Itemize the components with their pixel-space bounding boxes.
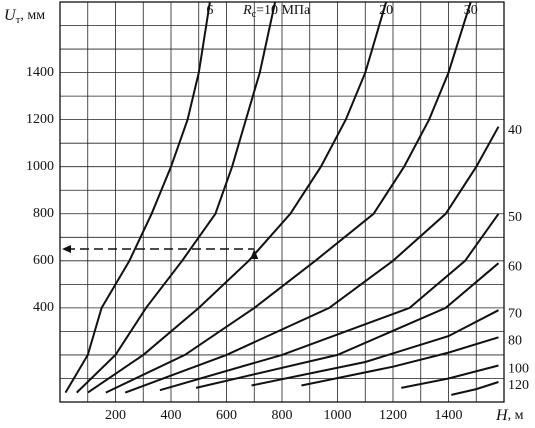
series-label-subscript: с	[252, 9, 257, 20]
x-tick-label: 600	[216, 408, 237, 423]
y-label-symbol: U	[4, 7, 17, 24]
curve	[251, 309, 499, 387]
y-label-subscript: т	[16, 14, 21, 26]
y-tick-label: 800	[33, 206, 54, 221]
curve	[401, 364, 499, 389]
series-name: 20	[379, 3, 393, 18]
y-tick-label: 1200	[26, 112, 54, 127]
y-tick-label: 1400	[26, 65, 54, 80]
x-tick-label: 1400	[435, 408, 463, 423]
series-label: 30	[464, 3, 478, 18]
x-label-symbol: H	[495, 407, 509, 424]
series-label: 120	[508, 378, 529, 393]
series-label: 6	[206, 3, 213, 18]
curve	[87, 2, 388, 394]
x-tick-label: 1200	[379, 408, 407, 423]
curve	[124, 126, 500, 394]
series-label: 50	[508, 210, 522, 225]
series-label: 100	[508, 362, 529, 377]
series-label: 20	[379, 3, 393, 18]
series-label-unit: МПа	[278, 3, 311, 18]
curves	[64, 2, 500, 396]
curve	[195, 262, 500, 389]
series-label: Rс=10 МПа	[242, 3, 311, 20]
curve	[451, 381, 499, 396]
y-tick-label: 400	[33, 300, 54, 315]
series-name: 10	[264, 3, 278, 18]
series-label-symbol: R	[242, 3, 252, 18]
y-tick-label: 600	[33, 253, 54, 268]
guide-arrow	[250, 249, 259, 260]
curve	[64, 2, 211, 394]
x-label-unit: , м	[508, 408, 524, 423]
curve	[301, 336, 499, 387]
series-name: 30	[464, 3, 478, 18]
series-label: 60	[508, 259, 522, 274]
curve	[159, 213, 500, 392]
x-tick-label: 800	[272, 408, 293, 423]
y-label-unit: , мм	[20, 8, 45, 23]
plot-frame	[59, 1, 505, 403]
guide-arrow	[62, 245, 71, 254]
series-label-eq: =	[256, 3, 264, 18]
series-label: 40	[508, 123, 522, 138]
curve	[76, 2, 277, 394]
series-label: 70	[508, 306, 522, 321]
y-tick-label: 1000	[26, 159, 54, 174]
x-tick-label: 200	[105, 408, 126, 423]
x-tick-label: 400	[161, 408, 182, 423]
y-axis-label: Uт, мм	[4, 7, 45, 26]
series-label: 80	[508, 334, 522, 349]
x-tick-label: 1000	[324, 408, 352, 423]
series-name: 6	[206, 3, 213, 18]
curve	[105, 2, 472, 394]
x-axis-label: H, м	[495, 407, 524, 424]
grid	[59, 1, 505, 403]
